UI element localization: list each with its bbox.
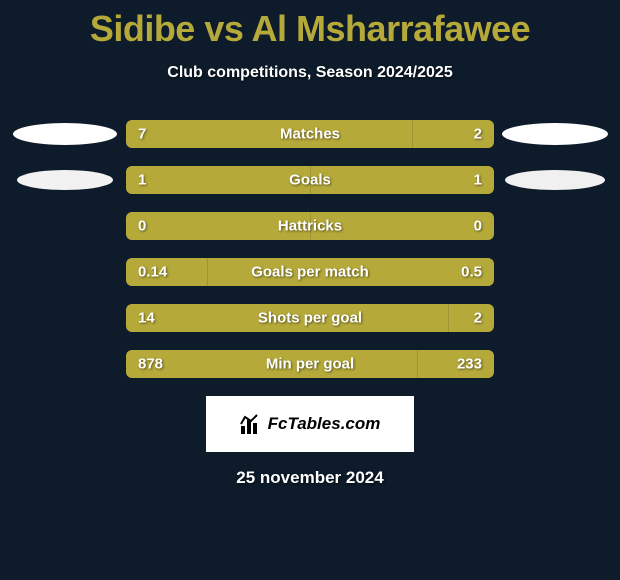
stat-value-right: 2	[474, 310, 482, 327]
stat-value-left: 14	[138, 310, 155, 327]
right-team-badge-slot	[500, 258, 610, 286]
subtitle: Club competitions, Season 2024/2025	[0, 64, 620, 82]
stat-bar-right	[417, 350, 494, 378]
stat-value-right: 2	[474, 126, 482, 143]
right-team-badge-slot	[500, 304, 610, 332]
date-text: 25 november 2024	[0, 468, 620, 488]
stat-bar: Min per goal 878 233	[126, 350, 494, 378]
stat-bar-left	[126, 166, 310, 194]
stat-bar-right	[310, 166, 494, 194]
right-team-badge-slot	[500, 166, 610, 194]
left-team-badge-slot	[10, 120, 120, 148]
left-team-badge-slot	[10, 258, 120, 286]
chart-icon	[240, 414, 262, 434]
left-team-badge-slot	[10, 212, 120, 240]
stat-bar: Matches 7 2	[126, 120, 494, 148]
stat-value-right: 0.5	[461, 264, 482, 281]
stat-bar-right	[448, 304, 494, 332]
team-left-ellipse-icon	[13, 123, 117, 145]
team-left-ellipse-icon	[17, 170, 113, 190]
stat-row: Goals 1 1	[10, 166, 610, 194]
team-right-ellipse-icon	[505, 170, 605, 190]
stat-row: Matches 7 2	[10, 120, 610, 148]
page-title: Sidibe vs Al Msharrafawee	[0, 0, 620, 50]
right-team-badge-slot	[500, 120, 610, 148]
stat-row: Shots per goal 14 2	[10, 304, 610, 332]
right-team-badge-slot	[500, 350, 610, 378]
stat-metric-label: Hattricks	[278, 218, 342, 235]
team-right-ellipse-icon	[502, 123, 608, 145]
stat-value-right: 0	[474, 218, 482, 235]
stat-bar: Goals 1 1	[126, 166, 494, 194]
stat-metric-label: Goals per match	[251, 264, 369, 281]
right-team-badge-slot	[500, 212, 610, 240]
stat-value-left: 0	[138, 218, 146, 235]
stat-value-right: 233	[457, 356, 482, 373]
comparison-rows: Matches 7 2 Goals 1 1 Hattricks 0 0 Goals per mat…	[0, 120, 620, 378]
stat-metric-label: Goals	[289, 172, 331, 189]
stat-value-left: 0.14	[138, 264, 167, 281]
stat-bar: Hattricks 0 0	[126, 212, 494, 240]
left-team-badge-slot	[10, 304, 120, 332]
stat-value-left: 878	[138, 356, 163, 373]
stat-row: Goals per match 0.14 0.5	[10, 258, 610, 286]
stat-value-left: 1	[138, 172, 146, 189]
stat-value-right: 1	[474, 172, 482, 189]
left-team-badge-slot	[10, 350, 120, 378]
stat-row: Hattricks 0 0	[10, 212, 610, 240]
left-team-badge-slot	[10, 166, 120, 194]
stat-value-left: 7	[138, 126, 146, 143]
stat-row: Min per goal 878 233	[10, 350, 610, 378]
stat-bar: Shots per goal 14 2	[126, 304, 494, 332]
stat-bar-left	[126, 120, 412, 148]
stat-metric-label: Min per goal	[266, 356, 354, 373]
stat-bar: Goals per match 0.14 0.5	[126, 258, 494, 286]
stat-metric-label: Shots per goal	[258, 310, 362, 327]
stat-metric-label: Matches	[280, 126, 340, 143]
brand-text: FcTables.com	[268, 414, 381, 434]
brand-badge: FcTables.com	[206, 396, 414, 452]
